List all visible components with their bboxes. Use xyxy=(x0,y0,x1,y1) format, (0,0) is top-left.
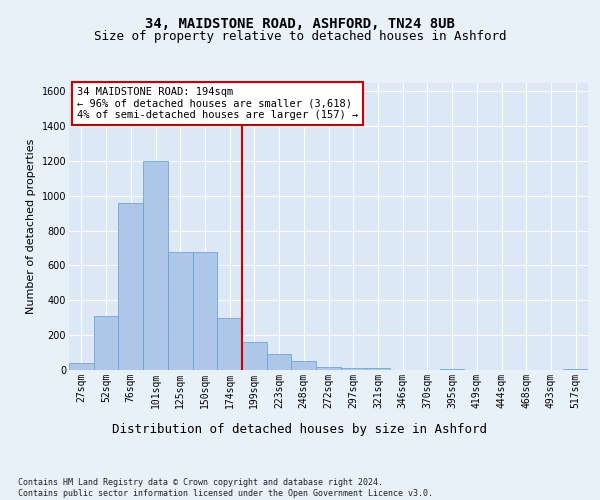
Bar xyxy=(94,316,118,370)
Bar xyxy=(193,252,217,370)
Bar xyxy=(341,368,365,370)
Bar xyxy=(168,252,193,370)
Bar xyxy=(316,366,341,370)
Text: Contains HM Land Registry data © Crown copyright and database right 2024.
Contai: Contains HM Land Registry data © Crown c… xyxy=(18,478,433,498)
Bar xyxy=(292,362,316,370)
Text: 34, MAIDSTONE ROAD, ASHFORD, TN24 8UB: 34, MAIDSTONE ROAD, ASHFORD, TN24 8UB xyxy=(145,18,455,32)
Bar xyxy=(242,342,267,370)
Text: 34 MAIDSTONE ROAD: 194sqm
← 96% of detached houses are smaller (3,618)
4% of sem: 34 MAIDSTONE ROAD: 194sqm ← 96% of detac… xyxy=(77,87,358,120)
Bar xyxy=(563,369,588,370)
Bar xyxy=(143,161,168,370)
Bar xyxy=(118,202,143,370)
Bar xyxy=(267,354,292,370)
Bar xyxy=(69,363,94,370)
Bar xyxy=(440,369,464,370)
Text: Size of property relative to detached houses in Ashford: Size of property relative to detached ho… xyxy=(94,30,506,43)
Text: Distribution of detached houses by size in Ashford: Distribution of detached houses by size … xyxy=(113,422,487,436)
Bar xyxy=(365,368,390,370)
Bar xyxy=(217,318,242,370)
Y-axis label: Number of detached properties: Number of detached properties xyxy=(26,138,36,314)
